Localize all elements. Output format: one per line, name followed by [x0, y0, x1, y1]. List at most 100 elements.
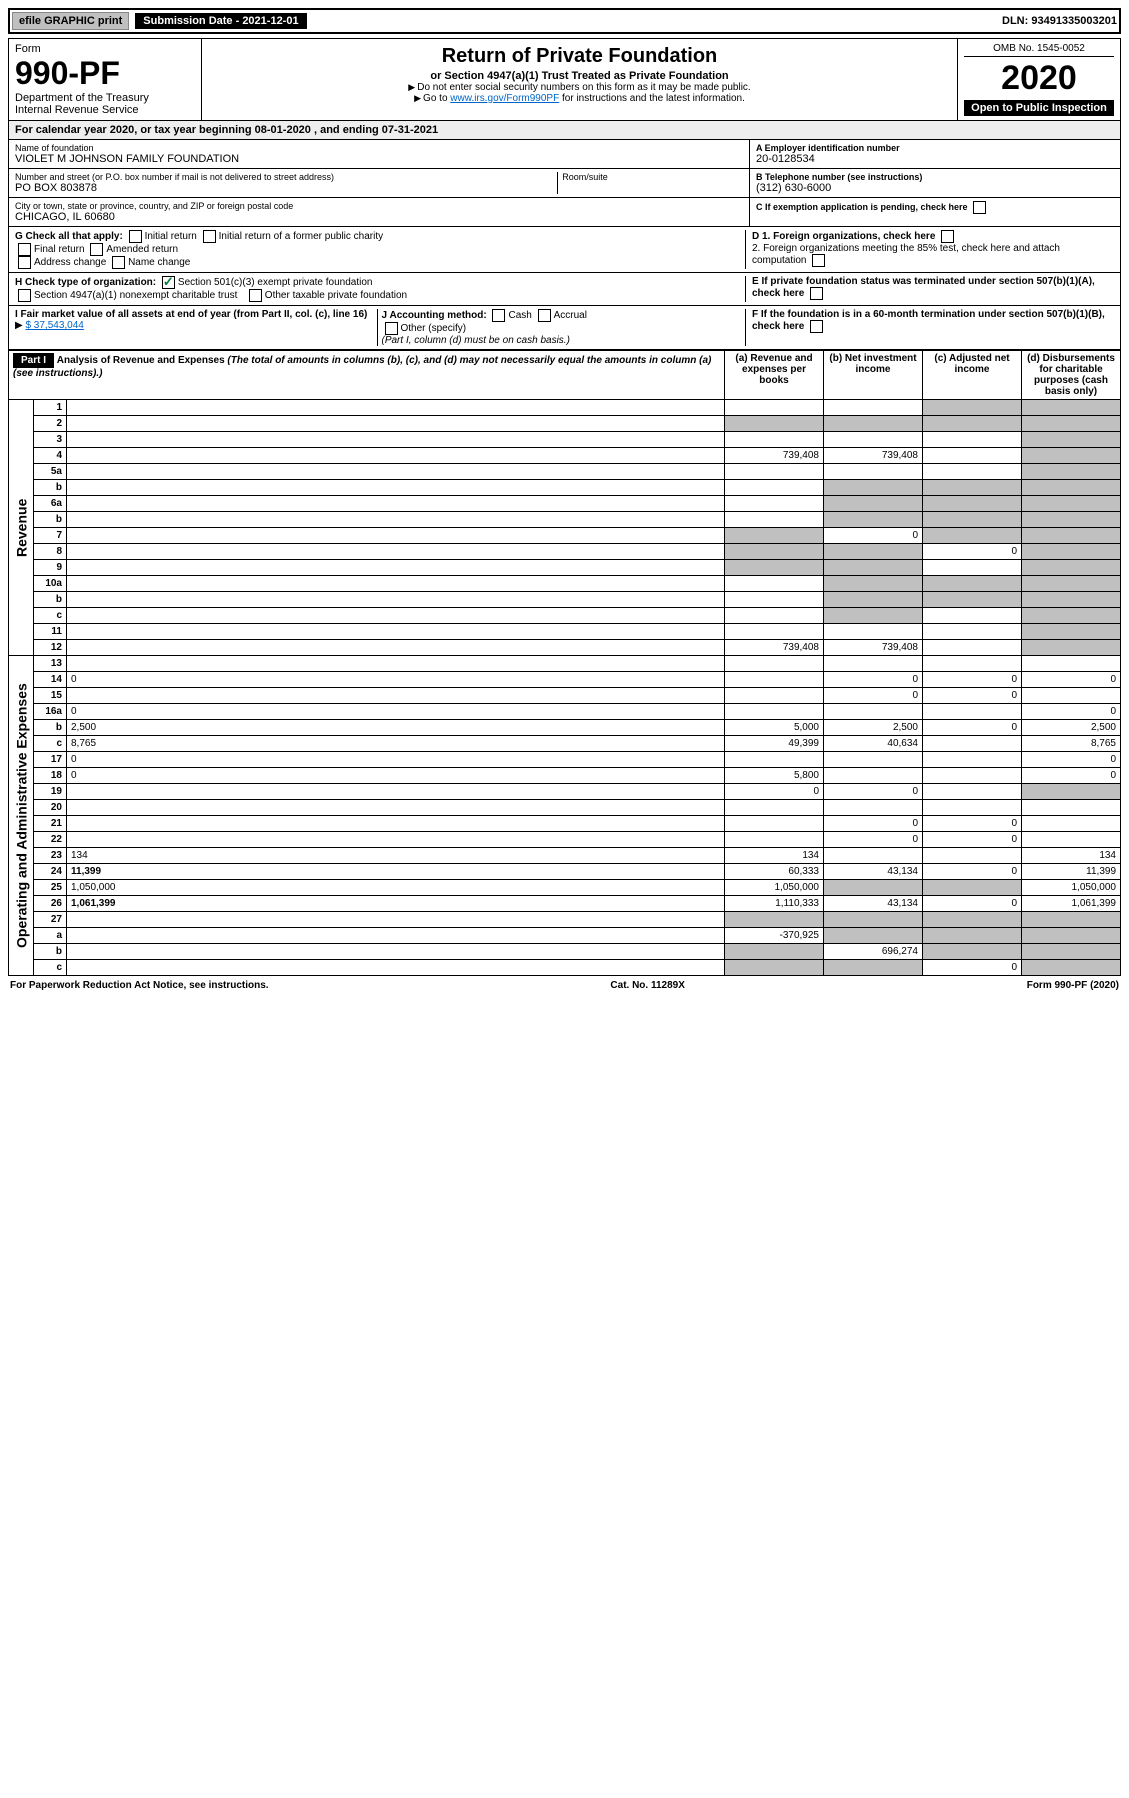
table-row: 9 [9, 560, 1121, 576]
cell-a [725, 480, 824, 496]
cell-c [923, 752, 1022, 768]
row-num: 12 [34, 640, 67, 656]
g-amended-cb[interactable] [90, 243, 103, 256]
row-num: 22 [34, 832, 67, 848]
table-row: 20 [9, 800, 1121, 816]
j-cash-cb[interactable] [492, 309, 505, 322]
table-row: 1805,8000 [9, 768, 1121, 784]
side-label-expenses: Operating and Administrative Expenses [9, 656, 34, 976]
row-desc [67, 816, 725, 832]
row-num: 26 [34, 896, 67, 912]
cell-b: 43,134 [824, 896, 923, 912]
table-row: 11 [9, 624, 1121, 640]
row-desc [67, 528, 725, 544]
cell-d [1022, 400, 1121, 416]
row-num: 14 [34, 672, 67, 688]
cell-d [1022, 784, 1121, 800]
table-row: Revenue1 [9, 400, 1121, 416]
city-label: City or town, state or province, country… [15, 201, 743, 211]
cell-d: 2,500 [1022, 720, 1121, 736]
table-row: b2,5005,0002,50002,500 [9, 720, 1121, 736]
col-a-header: (a) Revenue and expenses per books [725, 351, 824, 400]
row-num: 17 [34, 752, 67, 768]
cell-b [824, 464, 923, 480]
row-desc [67, 464, 725, 480]
table-row: 2 [9, 416, 1121, 432]
top-bar: efile GRAPHIC print Submission Date - 20… [8, 8, 1121, 34]
col-c-header: (c) Adjusted net income [923, 351, 1022, 400]
cell-a [725, 416, 824, 432]
cell-c [923, 480, 1022, 496]
g-final-cb[interactable] [18, 243, 31, 256]
row-desc [67, 544, 725, 560]
cell-c [923, 416, 1022, 432]
table-row: 23134134134 [9, 848, 1121, 864]
row-num: 16a [34, 704, 67, 720]
cell-b: 40,634 [824, 736, 923, 752]
h-4947-cb[interactable] [18, 289, 31, 302]
g-opt-3: Amended return [106, 244, 178, 255]
j-label: J Accounting method: [382, 310, 487, 321]
cell-c [923, 880, 1022, 896]
e-cb[interactable] [810, 287, 823, 300]
g-addr-cb[interactable] [18, 256, 31, 269]
row-num: 6a [34, 496, 67, 512]
h-501c3-cb[interactable] [162, 276, 175, 289]
cell-c [923, 560, 1022, 576]
row-num: 3 [34, 432, 67, 448]
h-other-cb[interactable] [249, 289, 262, 302]
cell-b: 739,408 [824, 640, 923, 656]
cell-d [1022, 592, 1121, 608]
cell-a [725, 944, 824, 960]
table-row: 2200 [9, 832, 1121, 848]
row-desc [67, 400, 725, 416]
cell-d: 8,765 [1022, 736, 1121, 752]
cell-c [923, 624, 1022, 640]
table-row: b [9, 480, 1121, 496]
g-initial-former-cb[interactable] [203, 230, 216, 243]
cell-b: 43,134 [824, 864, 923, 880]
d2-cb[interactable] [812, 254, 825, 267]
ein-label: A Employer identification number [756, 143, 1114, 153]
footer-right: Form 990-PF (2020) [1027, 980, 1119, 991]
cell-d [1022, 480, 1121, 496]
j-other-cb[interactable] [385, 322, 398, 335]
table-row: 6a [9, 496, 1121, 512]
row-num: 27 [34, 912, 67, 928]
cell-b: 739,408 [824, 448, 923, 464]
row-desc [67, 656, 725, 672]
g-initial-cb[interactable] [129, 230, 142, 243]
row-num: 13 [34, 656, 67, 672]
row-num: 10a [34, 576, 67, 592]
cell-a [725, 576, 824, 592]
c-checkbox[interactable] [973, 201, 986, 214]
j-accrual-cb[interactable] [538, 309, 551, 322]
note-link: Go to www.irs.gov/Form990PF for instruct… [208, 93, 951, 104]
room-label: Room/suite [562, 172, 743, 182]
efile-button[interactable]: efile GRAPHIC print [12, 12, 129, 30]
cell-b [824, 704, 923, 720]
cell-d [1022, 496, 1121, 512]
row-desc [67, 496, 725, 512]
cell-c [923, 528, 1022, 544]
row-desc [67, 688, 725, 704]
cell-c: 0 [923, 672, 1022, 688]
cell-a: 739,408 [725, 448, 824, 464]
side-label-revenue: Revenue [9, 400, 34, 656]
g-name-cb[interactable] [112, 256, 125, 269]
cell-a [725, 672, 824, 688]
cell-b [824, 560, 923, 576]
i-value[interactable]: $ 37,543,044 [25, 320, 83, 331]
row-num: b [34, 720, 67, 736]
cell-b [824, 768, 923, 784]
d1-cb[interactable] [941, 230, 954, 243]
cell-d [1022, 528, 1121, 544]
cell-c: 0 [923, 832, 1022, 848]
f-cb[interactable] [810, 320, 823, 333]
table-row: 140000 [9, 672, 1121, 688]
irs-link[interactable]: www.irs.gov/Form990PF [450, 93, 559, 104]
city-value: CHICAGO, IL 60680 [15, 211, 743, 223]
cell-a [725, 592, 824, 608]
row-num: 24 [34, 864, 67, 880]
cell-a [725, 432, 824, 448]
